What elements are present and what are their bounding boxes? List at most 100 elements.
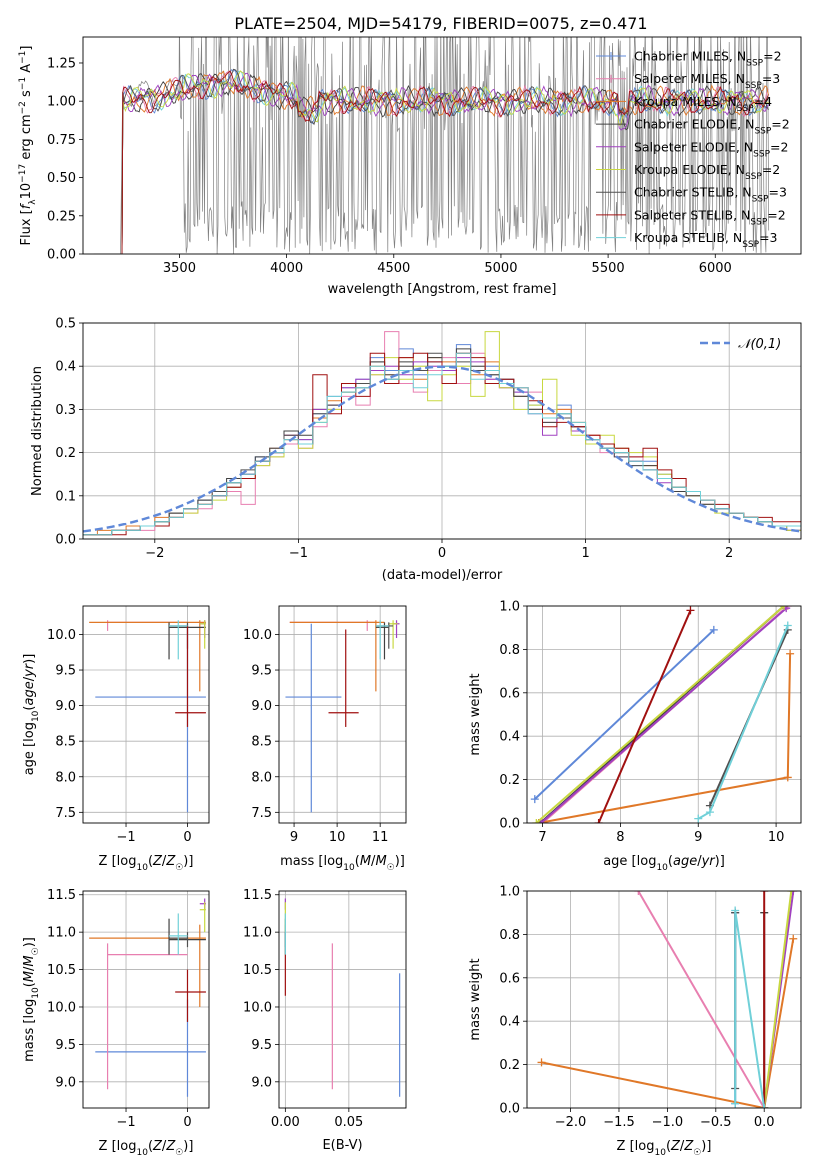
y-tick-label: 11.5 [243,888,272,903]
x-tick-label: 0.05 [334,1115,363,1130]
series-marker [787,891,796,895]
y-axis-label: mass weight [468,958,483,1040]
y-tick-label: 1.25 [47,56,76,71]
axes-frame [278,890,407,1109]
y-tick-label: 10.0 [47,1000,76,1015]
x-tick-label: −1 [289,546,308,561]
normal-distribution-curve [83,365,801,533]
series-line [597,609,692,823]
series-marker [530,795,539,804]
series-marker [705,808,714,817]
y-tick-label: 7.5 [55,806,76,821]
series-marker [532,819,541,823]
axes-frame [526,890,802,1109]
x-tick-label: 2 [725,546,733,561]
y-axis-label-group: age [log10(age/yr)] [22,654,41,776]
legend-entry-label: Salpeter ELODIE, NSSP=2 [634,139,788,159]
errorbar-point [169,913,188,955]
y-tick-label: 8.0 [251,770,272,785]
y-tick-label: 9.0 [251,1075,272,1090]
y-axis-label-group: Flux [fλ10−17 erg cm−2 s−1 A−1] [18,46,38,246]
age-vs-z-plot [89,620,206,813]
y-tick-label: 0.0 [55,533,76,548]
x-tick-label: 10 [768,830,785,845]
series-line [763,891,793,1108]
series-marker [694,814,703,823]
age-vs-mass-plot [285,620,400,813]
model-spectrum-salpeter-miles [121,71,769,254]
errorbar-point [89,620,206,692]
x-axis-label-group: Z [log10(Z/Z☉)] [617,1139,712,1158]
x-tick-label: 10 [329,830,346,845]
x-tick-label: 0.0 [754,1115,775,1130]
series-marker [783,773,792,782]
y-tick-label: 0.8 [499,928,520,943]
axes-frame [82,890,210,1109]
axes-mass_vs_z: −1 0 9.0 9.5 10.0 10.5 11.0 11.5 [47,888,209,1130]
errorbar-point [106,943,188,1090]
series-marker [731,906,740,915]
x-tick-label: −2 [145,546,164,561]
axes-frame [82,36,802,255]
x-axis-label-group: mass [log10(M/M☉)] [280,854,405,873]
x-tick-label: 11 [372,830,389,845]
y-tick-label: 0.2 [499,773,520,788]
errorbar-point [328,629,359,727]
legend-entry-label: 𝒩(0,1) [738,337,781,352]
y-axis-label: Flux [fλ10−17 erg cm−2 s−1 A−1] [18,46,38,246]
y-tick-label: 0.6 [499,971,520,986]
x-axis-label: Z [log10(Z/Z☉)] [617,1139,712,1158]
spectrum-plot [93,37,770,254]
series-marker [760,891,769,895]
errorbar-point [289,620,385,692]
y-tick-label: 11.5 [47,888,76,903]
y-tick-label: 0.25 [47,209,76,224]
mass-weight-vs-z-plot [537,891,798,1108]
errorbar-point [388,620,398,649]
axes-mass_weight_vs_age: 7 8 9 10 0.0 0.2 0.4 0.6 0.8 1.0 [499,600,801,845]
axes-frame [278,605,407,824]
legend-entry-label: Kroupa MILES, NSSP=4 [634,94,772,114]
x-tick-label: 9 [694,830,702,845]
y-axis-label: age [log10(age/yr)] [22,654,41,776]
y-axis-label: Normed distribution [30,366,45,496]
series-marker [783,621,792,630]
y-tick-label: 11.0 [47,926,76,941]
x-tick-label: −2.0 [555,1115,587,1130]
y-tick-label: 9.5 [251,664,272,679]
y-tick-label: 0.8 [499,643,520,658]
series-marker [634,891,643,895]
y-tick-label: 10.0 [47,628,76,643]
x-axis-label-group: Z [log10(Z/Z☉)] [99,1139,194,1158]
mass-vs-z-plot [89,898,206,1097]
series-marker [709,625,718,634]
y-tick-label: 9.5 [55,664,76,679]
y-tick-label: 0.4 [499,1015,520,1030]
x-tick-label: 5000 [484,261,517,276]
observed-spectrum-line [93,37,770,254]
y-axis-label: mass [log10(M/M☉)] [22,937,41,1062]
x-tick-label: 0 [438,546,446,561]
x-tick-label: −1.5 [603,1115,635,1130]
series-marker [789,891,798,895]
x-axis-label: E(B-V) [322,1138,362,1153]
legend-entry-label: Kroupa ELODIE, NSSP=2 [634,162,780,182]
y-tick-label: 9.0 [55,1075,76,1090]
y-tick-label: 9.0 [55,699,76,714]
y-tick-label: 0.50 [47,171,76,186]
y-tick-label: 0.0 [499,1102,520,1117]
y-tick-label: 0.00 [47,248,76,263]
x-tick-label: 8 [616,830,624,845]
y-tick-label: 0.5 [55,317,76,332]
series-line [541,938,795,1108]
y-tick-label: 7.5 [251,806,272,821]
series-marker [537,819,546,823]
axes-age_vs_z: −1 0 7.5 8.0 8.5 9.0 9.5 10.0 [47,606,209,845]
y-tick-label: 0.4 [499,730,520,745]
errorbar-point [199,620,206,649]
y-tick-label: 10.0 [243,628,272,643]
y-tick-label: 8.5 [55,735,76,750]
x-tick-label: 0.00 [271,1115,300,1130]
y-tick-label: 0.2 [499,1058,520,1073]
